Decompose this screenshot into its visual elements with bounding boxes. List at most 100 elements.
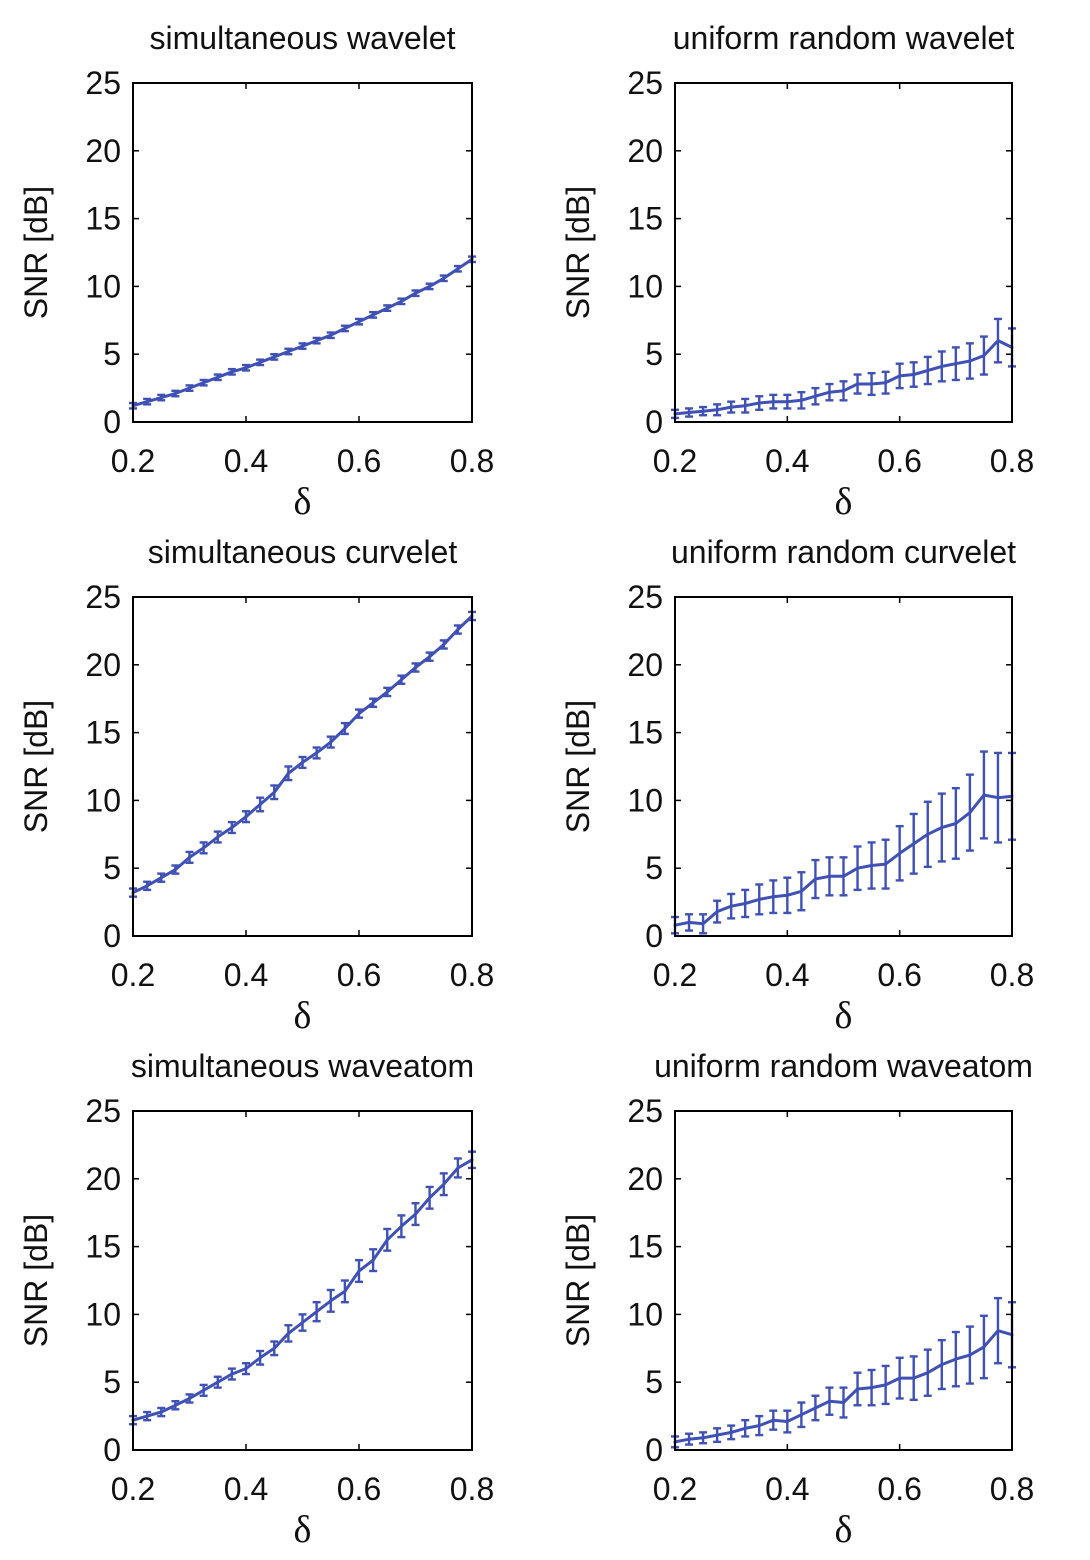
x-tick-label: 0.6: [877, 957, 921, 993]
data-point: [898, 1376, 902, 1380]
x-tick-label: 0.8: [450, 957, 494, 993]
data-point: [926, 368, 930, 372]
data-point: [898, 374, 902, 378]
series-line: [674, 1329, 1013, 1444]
data-point: [258, 802, 262, 806]
y-tick-label: 10: [627, 782, 663, 818]
data-point: [286, 771, 290, 775]
y-tick-label: 0: [103, 404, 121, 440]
data-point: [729, 904, 733, 908]
y-tick-label: 5: [103, 1364, 121, 1400]
data-point: [385, 306, 389, 310]
y-tick-label: 0: [645, 918, 663, 954]
data-point: [258, 1356, 262, 1360]
data-point: [428, 284, 432, 288]
axes-frame: [674, 82, 1013, 423]
data-point: [301, 344, 304, 348]
data-point: [315, 1310, 319, 1314]
data-point: [216, 835, 220, 839]
y-tick-label: 20: [627, 647, 663, 683]
y-tick-label: 25: [85, 579, 121, 615]
data-point: [329, 333, 333, 337]
data-point: [799, 398, 803, 402]
data-point: [329, 1299, 333, 1303]
x-tick-label: 0.8: [450, 1471, 494, 1507]
data-point: [399, 1224, 403, 1228]
x-tick-label: 0.4: [224, 957, 268, 993]
data-point: [743, 1426, 747, 1430]
data-point: [729, 1430, 733, 1434]
axes-frame: [674, 596, 1013, 937]
data-point: [286, 349, 290, 353]
x-axis-label: δ: [294, 995, 312, 1037]
data-point: [701, 409, 705, 413]
x-tick-label: 0.8: [990, 957, 1034, 993]
data-point: [687, 1437, 691, 1441]
y-tick-label: 15: [627, 201, 663, 237]
axes-frame: [132, 596, 473, 937]
data-point: [159, 396, 163, 400]
chart-title: simultaneous waveatom: [131, 1048, 474, 1084]
data-point: [202, 1388, 206, 1392]
data-point: [799, 1413, 803, 1417]
chart-panel-3: simultaneous curvelet 0 5 10 15 20 25 0.2 0.4 0.6…: [18, 534, 494, 1037]
chart-panel-2: uniform random wavelet 0 5 10 15 20 25 0.2 0.4 0.…: [560, 20, 1034, 523]
y-tick-label: 20: [627, 133, 663, 169]
data-point: [357, 712, 361, 716]
data-point: [813, 394, 817, 398]
data-point: [371, 1258, 375, 1262]
chart-title: uniform random wavelet: [673, 20, 1015, 56]
data-point: [301, 1321, 304, 1325]
axes-frame: [132, 82, 473, 423]
data-point: [982, 354, 986, 358]
data-point: [216, 375, 220, 379]
data-point: [687, 920, 691, 924]
y-tick-label: 20: [85, 647, 121, 683]
data-point: [414, 666, 417, 670]
y-axis-label: SNR [dB]: [18, 186, 54, 319]
y-tick-label: 5: [645, 1364, 663, 1400]
data-point: [385, 1238, 389, 1242]
data-point: [715, 1433, 719, 1437]
data-point: [159, 1410, 163, 1414]
data-point: [159, 876, 163, 880]
data-point: [343, 727, 347, 731]
data-point: [244, 1367, 248, 1371]
x-tick-label: 0.8: [450, 443, 494, 479]
y-tick-label: 25: [627, 579, 663, 615]
x-tick-label: 0.2: [111, 957, 155, 993]
data-point: [827, 874, 831, 878]
series-line: [132, 258, 473, 408]
y-tick-label: 15: [85, 1229, 121, 1265]
data-point: [729, 405, 733, 409]
data-point: [785, 400, 789, 404]
data-point: [202, 846, 206, 850]
y-tick-label: 0: [103, 918, 121, 954]
data-point: [813, 877, 817, 881]
data-point: [258, 360, 262, 364]
y-axis-label: SNR [dB]: [18, 700, 54, 833]
x-tick-label: 0.2: [653, 443, 697, 479]
y-tick-label: 25: [627, 1093, 663, 1129]
data-point: [842, 874, 845, 878]
data-point: [842, 1401, 845, 1405]
data-point: [286, 1331, 290, 1335]
data-point: [940, 1363, 944, 1367]
data-point: [926, 832, 930, 836]
y-axis-label: SNR [dB]: [560, 1214, 596, 1347]
data-point: [743, 404, 747, 408]
y-tick-label: 20: [85, 133, 121, 169]
data-point: [884, 862, 888, 866]
data-point: [701, 1436, 705, 1440]
data-point: [428, 655, 432, 659]
data-point: [968, 811, 972, 815]
data-point: [456, 1166, 460, 1170]
data-point: [399, 678, 403, 682]
data-point: [272, 355, 276, 359]
data-point: [371, 701, 375, 705]
x-tick-label: 0.6: [337, 443, 381, 479]
data-point: [884, 1383, 888, 1387]
data-point: [715, 910, 719, 914]
data-point: [188, 855, 191, 859]
data-point: [442, 276, 446, 280]
